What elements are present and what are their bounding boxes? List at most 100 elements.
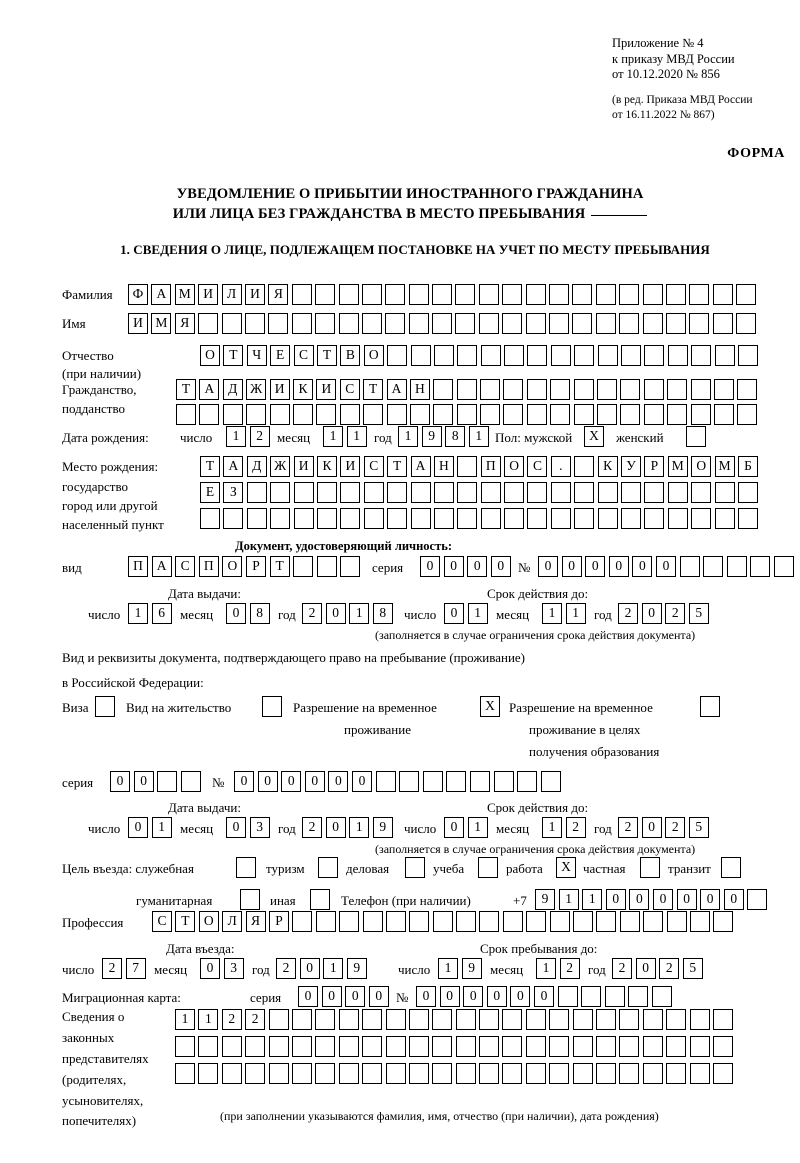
char-cell[interactable]: [315, 1036, 336, 1057]
char-cell[interactable]: [200, 508, 220, 529]
char-cell[interactable]: Р: [245, 556, 266, 577]
char-cell[interactable]: С: [339, 379, 360, 400]
char-cell[interactable]: [691, 482, 712, 503]
char-cell[interactable]: [221, 1063, 242, 1084]
char-cell[interactable]: [689, 1036, 710, 1057]
char-cell[interactable]: [619, 1063, 640, 1084]
char-cell[interactable]: И: [340, 456, 361, 477]
purpose-business-checkbox[interactable]: [405, 857, 425, 878]
char-cell[interactable]: С: [527, 456, 548, 477]
char-cell[interactable]: [175, 1036, 195, 1057]
char-cell[interactable]: 2: [618, 817, 638, 838]
char-cell[interactable]: [479, 1009, 500, 1030]
char-cell[interactable]: [620, 379, 641, 400]
char-cell[interactable]: [713, 404, 734, 425]
char-cell[interactable]: Я: [245, 911, 266, 932]
char-cell[interactable]: [361, 313, 382, 334]
char-cell[interactable]: 0: [652, 889, 673, 910]
char-cell[interactable]: [315, 1009, 336, 1030]
char-cell[interactable]: [666, 1063, 687, 1084]
char-cell[interactable]: [550, 345, 571, 366]
char-cell[interactable]: [644, 482, 665, 503]
char-cell[interactable]: [432, 313, 453, 334]
char-cell[interactable]: 0: [443, 556, 464, 577]
char-cell[interactable]: [502, 1036, 523, 1057]
purpose-private-checkbox[interactable]: [640, 857, 660, 878]
char-cell[interactable]: [316, 482, 337, 503]
char-cell[interactable]: [455, 1063, 476, 1084]
char-cell[interactable]: [621, 345, 642, 366]
char-cell[interactable]: [504, 508, 525, 529]
char-cell[interactable]: [517, 771, 538, 792]
char-cell[interactable]: 1: [467, 817, 488, 838]
char-cell[interactable]: [712, 1063, 733, 1084]
char-cell[interactable]: 1: [467, 603, 488, 624]
char-cell[interactable]: [596, 1063, 617, 1084]
char-cell[interactable]: [270, 482, 291, 503]
char-cell[interactable]: [432, 284, 453, 305]
char-cell[interactable]: [713, 911, 734, 932]
char-cell[interactable]: [316, 556, 337, 577]
char-cell[interactable]: [180, 771, 201, 792]
char-cell[interactable]: [409, 404, 430, 425]
char-cell[interactable]: [245, 1063, 266, 1084]
char-cell[interactable]: [714, 508, 735, 529]
char-cell[interactable]: [387, 345, 408, 366]
char-cell[interactable]: 0: [420, 556, 440, 577]
char-cell[interactable]: [340, 508, 361, 529]
char-cell[interactable]: [642, 1036, 663, 1057]
char-cell[interactable]: 1: [349, 603, 370, 624]
sex-female-checkbox[interactable]: [686, 426, 706, 447]
char-cell[interactable]: И: [269, 379, 290, 400]
char-cell[interactable]: [690, 404, 711, 425]
char-cell[interactable]: [595, 313, 616, 334]
legal-rep-input-row-2[interactable]: [175, 1036, 736, 1057]
purpose-transit-checkbox[interactable]: [721, 857, 741, 878]
char-cell[interactable]: [363, 508, 384, 529]
char-cell[interactable]: 0: [439, 986, 460, 1007]
char-cell[interactable]: 0: [444, 603, 464, 624]
char-cell[interactable]: 0: [298, 986, 318, 1007]
char-cell[interactable]: [316, 508, 337, 529]
char-cell[interactable]: [679, 556, 700, 577]
char-cell[interactable]: [455, 313, 476, 334]
char-cell[interactable]: 0: [325, 603, 346, 624]
char-cell[interactable]: 6: [151, 603, 172, 624]
char-cell[interactable]: [736, 313, 757, 334]
purpose-tourism-checkbox[interactable]: [318, 857, 338, 878]
char-cell[interactable]: [478, 284, 499, 305]
char-cell[interactable]: М: [714, 456, 735, 477]
char-cell[interactable]: Д: [246, 456, 267, 477]
char-cell[interactable]: 0: [533, 986, 554, 1007]
char-cell[interactable]: [422, 771, 443, 792]
char-cell[interactable]: 3: [249, 817, 270, 838]
char-cell[interactable]: [315, 284, 336, 305]
char-cell[interactable]: [527, 508, 548, 529]
char-cell[interactable]: [410, 345, 431, 366]
char-cell[interactable]: 2: [559, 958, 580, 979]
char-cell[interactable]: [619, 1036, 640, 1057]
char-cell[interactable]: [643, 379, 664, 400]
char-cell[interactable]: О: [200, 345, 220, 366]
char-cell[interactable]: О: [363, 345, 384, 366]
char-cell[interactable]: 2: [665, 817, 686, 838]
char-cell[interactable]: [666, 911, 687, 932]
char-cell[interactable]: 1: [346, 426, 367, 447]
char-cell[interactable]: 2: [612, 958, 632, 979]
char-cell[interactable]: [642, 1009, 663, 1030]
char-cell[interactable]: М: [667, 456, 688, 477]
char-cell[interactable]: [502, 911, 523, 932]
char-cell[interactable]: [750, 556, 771, 577]
char-cell[interactable]: [446, 771, 467, 792]
char-cell[interactable]: [502, 284, 523, 305]
char-cell[interactable]: [338, 1063, 359, 1084]
char-cell[interactable]: [338, 313, 359, 334]
char-cell[interactable]: 0: [133, 771, 154, 792]
char-cell[interactable]: [628, 986, 649, 1007]
char-cell[interactable]: С: [152, 911, 172, 932]
